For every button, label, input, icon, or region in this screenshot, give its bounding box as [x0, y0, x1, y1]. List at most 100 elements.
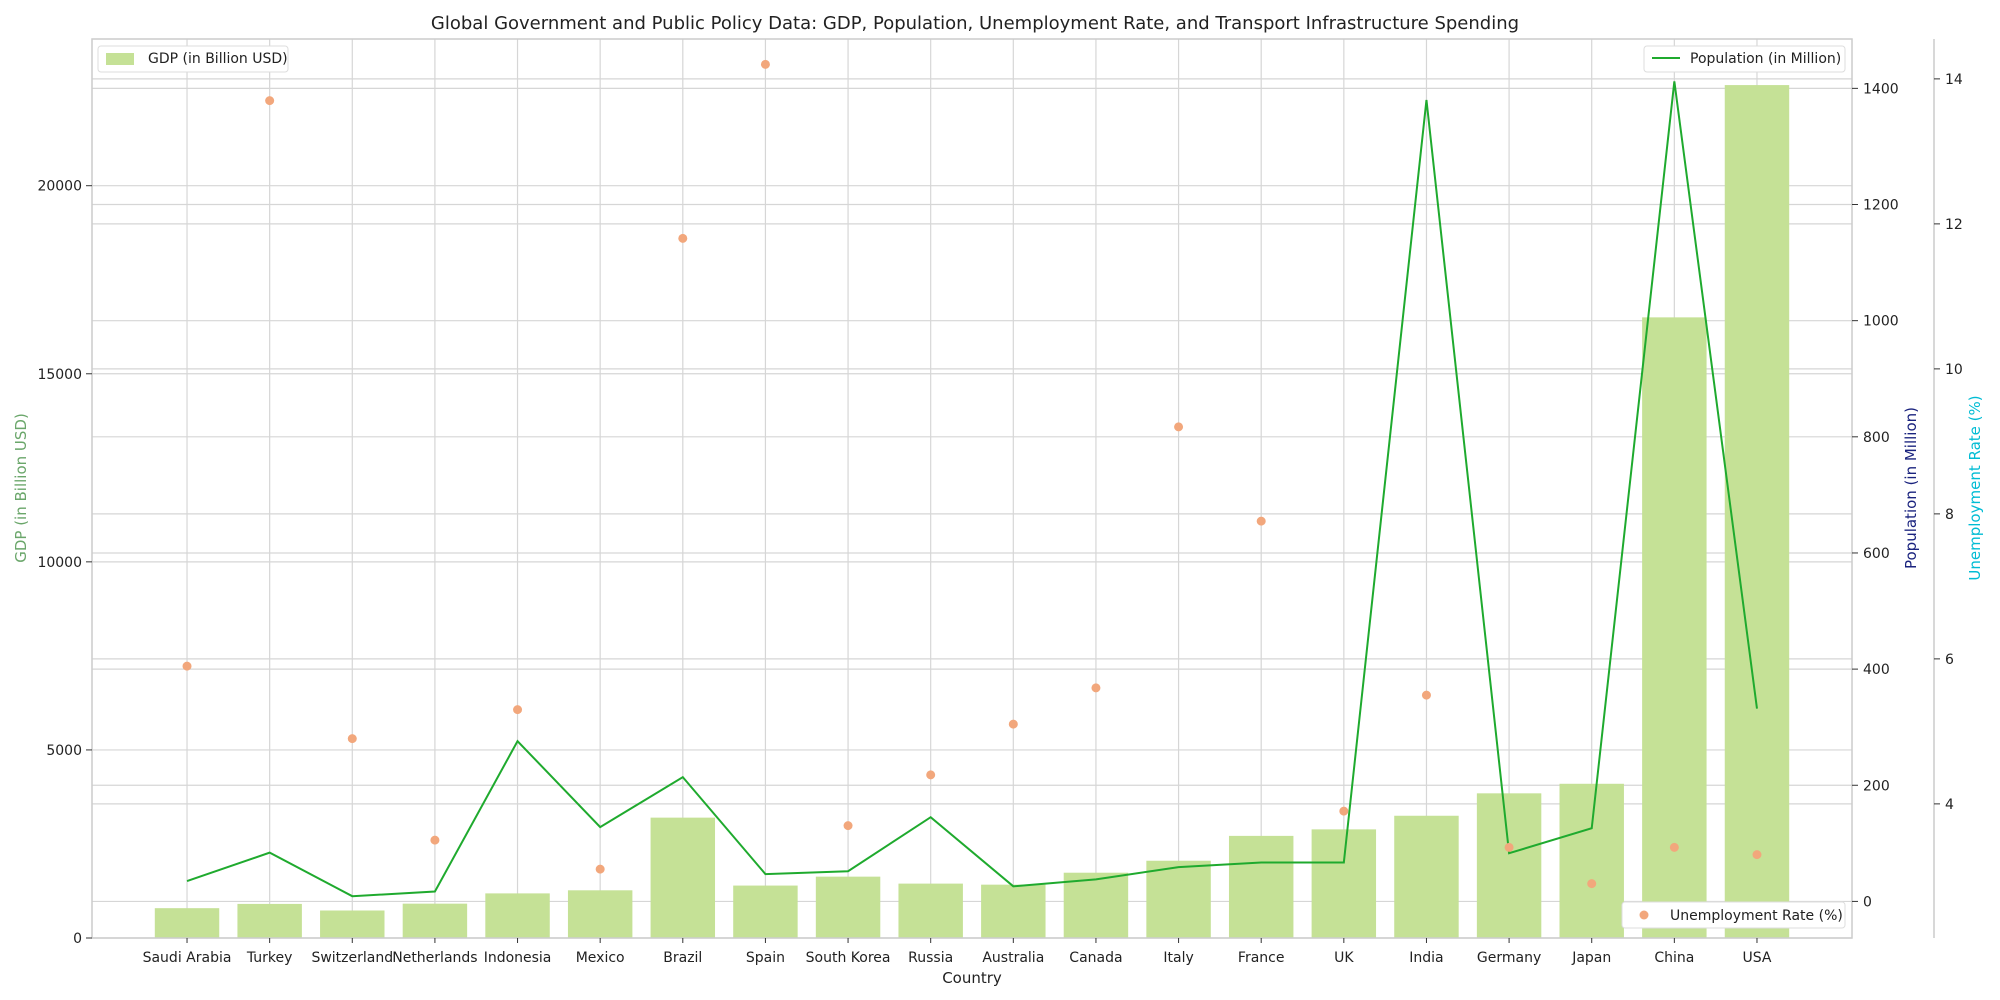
gdp-bar: [485, 893, 550, 938]
x-tick-label: Netherlands: [392, 950, 477, 966]
population-line-path: [186, 81, 1758, 898]
gdp-bar: [1063, 872, 1129, 938]
gdp-bar: [1559, 783, 1624, 938]
unemployment-point: [1008, 719, 1018, 729]
x-axis-label: Country: [942, 969, 1002, 987]
gdp-bars: [154, 85, 1790, 939]
unemployment-legend: Unemployment Rate (%): [1621, 901, 1846, 929]
population-tick-label: 1200: [1863, 198, 1899, 214]
x-tick-label: Brazil: [663, 950, 702, 966]
x-tick-label: Australia: [982, 950, 1044, 966]
unemployment-point: [1256, 516, 1266, 526]
population-tick-label: 400: [1863, 662, 1890, 678]
x-tick-label: Indonesia: [484, 950, 552, 966]
plot-frame: [91, 38, 1853, 939]
gdp-legend-label: GDP (in Billion USD): [148, 51, 288, 67]
population-legend: Population (in Million): [1643, 45, 1846, 73]
unemployment-point: [513, 705, 523, 715]
x-tick-label: Canada: [1069, 950, 1122, 966]
x-tick-label: Germany: [1477, 950, 1541, 966]
unemployment-point: [1669, 842, 1679, 852]
x-tick-label: Mexico: [576, 950, 625, 966]
grid-lines: [92, 39, 1852, 939]
unemployment-point: [1174, 422, 1184, 432]
gdp-bar: [815, 876, 881, 938]
gdp-legend-swatch: [106, 53, 134, 65]
x-tick-label: Italy: [1163, 950, 1193, 966]
unemployment-tick-label: 4: [1945, 797, 1954, 813]
x-tick-label: France: [1238, 950, 1285, 966]
unemployment-tick-label: 10: [1945, 362, 1963, 378]
unemployment-point: [1421, 690, 1431, 700]
gdp-bar: [981, 884, 1046, 938]
unemployment-axis: 4 6 8 10 12 14: [1933, 39, 1963, 938]
x-tick-label: USA: [1742, 950, 1771, 966]
unemployment-axis-label: Unemployment Rate (%): [1966, 395, 1984, 580]
gdp-axis: 0 5000 10000 15000 20000: [37, 179, 92, 947]
gdp-tick-label: 5000: [46, 743, 82, 759]
gdp-bar: [320, 910, 385, 938]
gdp-tick-label: 15000: [37, 367, 82, 383]
unemployment-point: [1504, 842, 1514, 852]
unemployment-point: [182, 661, 192, 671]
chart-title: Global Government and Public Policy Data…: [431, 13, 1519, 34]
unemployment-point: [1752, 850, 1762, 860]
x-tick-label: Saudi Arabia: [143, 950, 232, 966]
unemployment-tick-label: 8: [1945, 507, 1954, 523]
population-tick-label: 600: [1863, 546, 1890, 562]
population-tick-label: 0: [1863, 894, 1872, 910]
gdp-bar: [1394, 815, 1459, 938]
unemployment-point: [760, 59, 770, 69]
gdp-bar: [1724, 85, 1790, 939]
population-axis: 0 200 400 600 800 1000 1200 1400: [1852, 81, 1899, 910]
x-tick-label: Spain: [746, 950, 785, 966]
unemployment-point: [843, 821, 853, 831]
gdp-bar: [237, 903, 302, 938]
unemployment-legend-label: Unemployment Rate (%): [1670, 908, 1843, 924]
x-tick-label: Turkey: [246, 950, 293, 966]
population-legend-label: Population (in Million): [1690, 51, 1841, 67]
unemployment-point: [265, 96, 275, 106]
x-tick-label: South Korea: [806, 950, 891, 966]
x-tick-label: China: [1654, 950, 1694, 966]
population-tick-label: 1400: [1863, 81, 1899, 97]
population-tick-label: 200: [1863, 778, 1890, 794]
gdp-bar: [1642, 317, 1707, 939]
gdp-bar: [567, 890, 633, 938]
unemployment-point: [678, 233, 688, 243]
gdp-axis-label: GDP (in Billion USD): [12, 413, 30, 563]
gdp-bar: [650, 817, 716, 938]
gdp-bar: [898, 883, 963, 938]
unemployment-point: [347, 734, 357, 744]
population-axis-label: Population (in Million): [1902, 407, 1920, 569]
unemployment-tick-label: 6: [1945, 652, 1954, 668]
unemployment-tick-label: 12: [1945, 217, 1963, 233]
population-line: [186, 81, 1758, 898]
gdp-bar: [154, 908, 220, 938]
gdp-tick-label: 20000: [37, 179, 82, 195]
unemployment-legend-swatch: [1639, 910, 1649, 920]
unemployment-point: [926, 770, 936, 780]
unemployment-point: [595, 864, 605, 874]
gdp-bar: [1146, 860, 1211, 938]
gdp-legend: GDP (in Billion USD): [97, 45, 289, 73]
gdp-tick-label: 10000: [37, 555, 82, 571]
unemployment-points: [182, 59, 1762, 889]
gdp-bar: [1228, 835, 1294, 938]
gdp-bar: [733, 885, 798, 938]
population-tick-label: 1000: [1863, 314, 1899, 330]
x-tick-label: Russia: [908, 950, 953, 966]
x-axis: Saudi Arabia Turkey Switzerland Netherlands…: [143, 938, 1772, 966]
unemployment-point: [1587, 879, 1597, 889]
gdp-bar: [402, 903, 468, 938]
unemployment-point: [430, 835, 440, 845]
x-tick-label: India: [1409, 950, 1443, 966]
gdp-tick-label: 0: [73, 931, 82, 947]
gdp-bar: [1311, 829, 1377, 938]
gdp-bar: [1476, 793, 1542, 938]
unemployment-point: [1339, 806, 1349, 816]
x-tick-label: Switzerland: [311, 950, 393, 966]
x-tick-label: UK: [1334, 950, 1354, 966]
population-tick-label: 800: [1863, 430, 1890, 446]
